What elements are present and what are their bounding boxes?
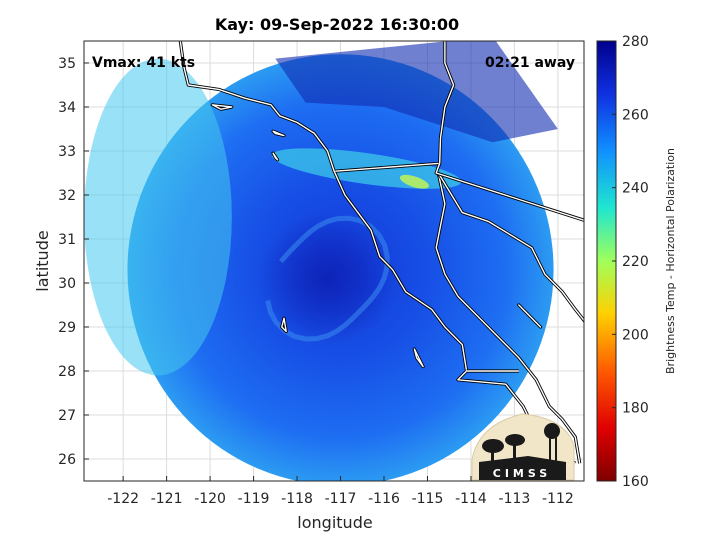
tiburon-island: [518, 304, 542, 328]
san-clemente-island: [272, 152, 279, 161]
time-away-label: 02:21 away: [485, 55, 575, 71]
y-tick-label: 31: [58, 232, 76, 248]
y-tick-label: 30: [58, 276, 76, 292]
plot-frame: [83, 40, 585, 482]
rainband-ring: [265, 215, 390, 342]
pacific-coastline: [179, 41, 576, 464]
y-tick-label: 35: [58, 56, 76, 72]
us-mexico-border: [335, 162, 584, 221]
y-tick-label: 32: [58, 188, 76, 204]
x-tick-label: -121: [151, 491, 183, 507]
y-tick-label: 29: [58, 320, 76, 336]
y-tick-label: 26: [58, 452, 76, 468]
cedros-island: [413, 348, 424, 368]
x-tick-label: -119: [238, 491, 270, 507]
x-tick-label: -118: [281, 491, 313, 507]
y-tick-label: 33: [58, 144, 76, 160]
offshore-cyan-region: [84, 58, 232, 376]
y-tick-label: 34: [58, 100, 76, 116]
brightness-temperature-swath: [84, 41, 558, 481]
x-tick-label: -114: [455, 491, 487, 507]
cimss-logo-text: CIMSS: [493, 467, 551, 480]
y-tick-label: 28: [58, 364, 76, 380]
colorbar-tick-label: 200: [622, 327, 649, 343]
y-tick-label: 27: [58, 408, 76, 424]
colorbar-tick-label: 240: [622, 181, 649, 197]
ca-az-border: [439, 41, 455, 164]
colorbar-tick-label: 220: [622, 254, 649, 270]
colorbar-ticks: 160 180 200 220 240 260 280: [612, 34, 649, 490]
x-axis-ticks: -122 -121 -120 -119 -118 -117 -116 -115 -114 -113…: [107, 476, 574, 507]
plot-title: Kay: 09-Sep-2022 16:30:00: [215, 15, 459, 34]
colorbar-tick-label: 180: [622, 401, 649, 417]
colorbar-tick-label: 260: [622, 107, 649, 123]
northern-dark-region: [275, 41, 558, 143]
vmax-label: Vmax: 41 kts: [92, 55, 195, 71]
gulf-west-coastline: [435, 172, 581, 464]
y-axis-ticks: 26 27 28 29 30 31 32 33 34 35: [58, 56, 89, 468]
y-axis-label: latitude: [33, 230, 52, 291]
x-tick-label: -117: [325, 491, 357, 507]
x-tick-label: -116: [368, 491, 400, 507]
colorbar-label: Brightness Temp - Horizontal Polarizatio…: [664, 148, 677, 374]
colorbar-tick-label: 160: [622, 474, 649, 490]
x-tick-label: -113: [499, 491, 531, 507]
cimss-logo: CIMSS: [471, 413, 575, 481]
x-tick-label: -122: [107, 491, 139, 507]
x-tick-label: -115: [412, 491, 444, 507]
guadalupe-island: [281, 317, 287, 333]
x-tick-label: -120: [194, 491, 226, 507]
gulf-east-coastline: [437, 172, 584, 322]
colorbar-tick-label: 280: [622, 34, 649, 50]
warm-band-hotspot: [399, 174, 429, 189]
x-axis-label: longitude: [297, 513, 372, 532]
channel-islands: [211, 104, 233, 110]
catalina-island: [272, 130, 285, 137]
coastlines-and-borders: [178, 41, 584, 465]
x-tick-label: -112: [542, 491, 574, 507]
